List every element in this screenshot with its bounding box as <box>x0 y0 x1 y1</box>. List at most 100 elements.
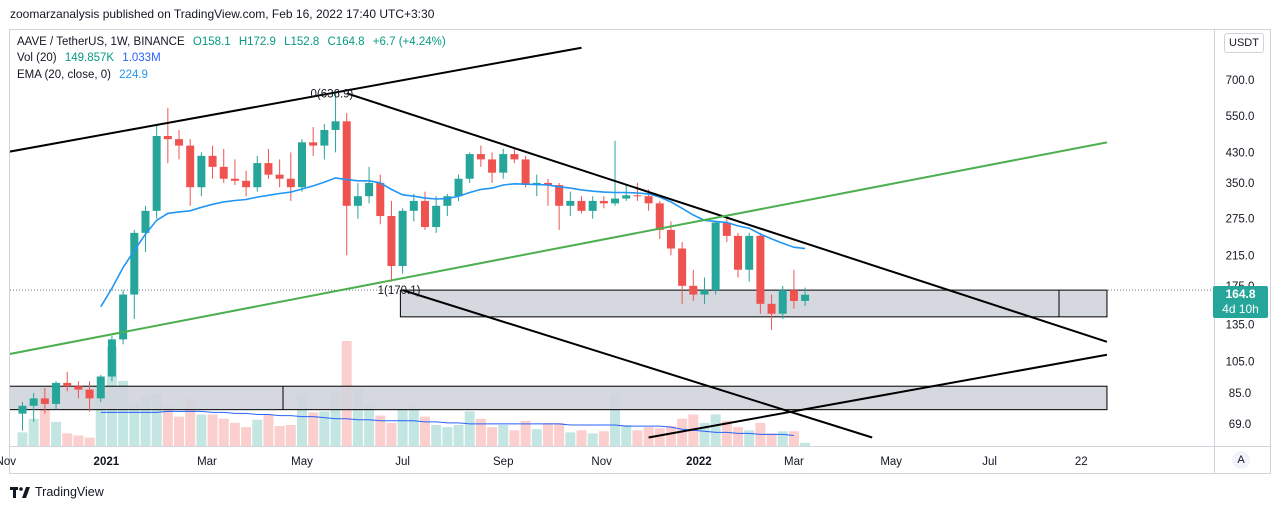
candle <box>599 196 608 209</box>
candle <box>163 107 172 164</box>
candle <box>63 371 72 392</box>
candle-body <box>409 200 418 211</box>
volume-bar <box>51 421 62 446</box>
candle-body <box>599 200 608 204</box>
descending-resistance-line <box>346 92 1108 343</box>
candle <box>722 216 731 243</box>
candle-body <box>63 382 72 387</box>
y-tick-label: 430.0 <box>1226 147 1255 159</box>
volume-bar <box>598 431 609 446</box>
volume-bar <box>218 418 229 446</box>
candle <box>130 229 139 319</box>
volume-bar <box>721 420 732 446</box>
volume-bar <box>263 414 274 446</box>
volume-bar <box>498 425 509 446</box>
candle-body <box>353 196 362 206</box>
volume-bar <box>453 425 464 446</box>
legend-high: H172.9 <box>238 36 276 48</box>
candle-body <box>107 339 116 377</box>
candle <box>107 335 116 382</box>
candle <box>443 193 452 217</box>
candle-body <box>52 382 61 404</box>
legend-ema-value: 224.9 <box>119 69 148 81</box>
candle <box>555 182 564 230</box>
candle-body <box>454 178 463 197</box>
candle <box>432 196 441 233</box>
candle-body <box>298 142 306 188</box>
volume-bar <box>386 422 397 446</box>
candle <box>29 393 38 422</box>
legend-vol-label: Vol (20) <box>17 52 57 64</box>
candle-body <box>700 290 709 295</box>
publisher-line: zoomarzanalysis published on TradingView… <box>10 7 435 21</box>
candle <box>611 140 620 206</box>
x-tick-label: Nov <box>0 456 16 468</box>
volume-bar <box>800 442 811 446</box>
candle-body <box>219 166 228 179</box>
volume-bar <box>174 416 185 446</box>
candle <box>320 124 329 160</box>
candle <box>197 152 206 197</box>
candle-body <box>387 216 396 266</box>
y-tick-label: 135.0 <box>1226 319 1255 331</box>
candle-body <box>331 121 340 130</box>
candle <box>476 145 485 167</box>
volume-bar <box>777 431 788 446</box>
y-tick-label: 275.0 <box>1226 214 1255 226</box>
candle-body <box>74 386 83 390</box>
volume-zone <box>10 385 1108 411</box>
volume-bar <box>531 429 542 446</box>
volume-bar <box>62 433 73 446</box>
candle <box>678 242 687 304</box>
volume-bar <box>151 393 162 446</box>
volume-bar <box>733 427 744 446</box>
candle-body <box>119 294 128 340</box>
volume-bar <box>542 422 553 446</box>
x-tick-label: Nov <box>591 456 612 468</box>
candle-body <box>644 196 653 204</box>
candle <box>499 148 508 179</box>
candle-body <box>566 200 575 206</box>
legend-symbol: AAVE / TetherUS, 1W, BINANCE <box>17 36 185 48</box>
candle <box>398 208 407 274</box>
auto-scale-button[interactable]: A <box>1232 451 1250 469</box>
last-price-tag: 164.8 4d 10h <box>1213 286 1268 318</box>
last-price-value: 164.8 <box>1225 287 1256 301</box>
legend-ohlc: AAVE / TetherUS, 1W, BINANCE O158.1 H172… <box>17 35 451 49</box>
x-tick-label: Sep <box>493 456 513 468</box>
volume-bar <box>241 427 252 446</box>
volume-bar <box>207 414 218 446</box>
currency-unit-button[interactable]: USDT <box>1224 33 1264 53</box>
candle-body <box>543 182 552 186</box>
chart-frame <box>9 29 1271 474</box>
x-tick-label: Jul <box>395 456 410 468</box>
volume-bar <box>162 406 173 446</box>
volume-bar <box>229 422 240 446</box>
y-tick-label: 700.0 <box>1226 75 1255 87</box>
volume-bar <box>509 430 520 446</box>
candle <box>801 287 810 306</box>
volume-bar <box>308 412 319 446</box>
candle-body <box>163 136 172 140</box>
x-tick-label: Jul <box>982 456 997 468</box>
candle <box>689 269 698 301</box>
candle-body <box>789 290 798 301</box>
lower-descending-line <box>402 289 873 439</box>
candle <box>778 285 787 319</box>
x-tick-label: May <box>880 456 902 468</box>
candle-body <box>197 155 206 188</box>
rising-support-line <box>648 353 1108 439</box>
candle <box>633 182 642 201</box>
volume-bar <box>118 380 129 446</box>
y-tick-label: 105.0 <box>1226 357 1255 369</box>
candle <box>409 193 418 222</box>
candle-body <box>734 235 743 270</box>
volume-bar <box>632 430 643 446</box>
candle-body <box>96 376 105 399</box>
tradingview-brand[interactable]: TradingView <box>10 485 104 499</box>
candle-body <box>286 178 295 188</box>
legend-change: +6.7 (+4.24%) <box>372 36 446 48</box>
legend-low: L152.8 <box>284 36 320 48</box>
candle <box>275 159 284 188</box>
